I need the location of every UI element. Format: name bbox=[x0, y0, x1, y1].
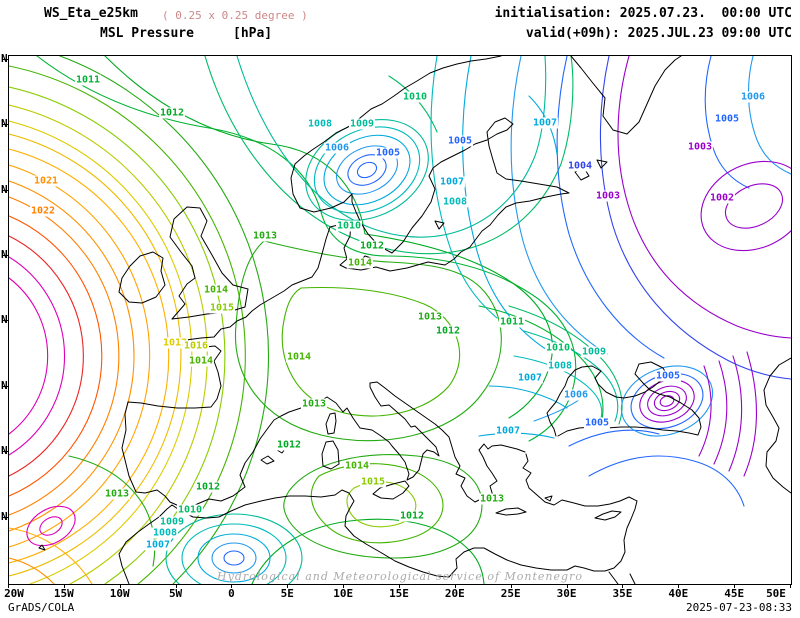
lat-tick-label: N bbox=[1, 444, 8, 457]
isobars-southwest-low bbox=[165, 513, 303, 584]
lon-tick-label: 25E bbox=[500, 587, 521, 600]
lon-tick-label: 5W bbox=[168, 587, 183, 600]
model-resolution: ( 0.25 x 0.25 degree ) bbox=[162, 9, 308, 22]
lon-tick-label: 35E bbox=[612, 587, 633, 600]
lat-tick-label: N bbox=[1, 183, 8, 196]
field-units: [hPa] bbox=[233, 26, 273, 41]
lon-tick-label: 20W bbox=[4, 587, 24, 600]
lat-tick-label: N bbox=[1, 379, 8, 392]
isobars-mediterranean bbox=[478, 305, 745, 507]
isobars-central-green bbox=[36, 56, 604, 584]
isobars-baltic-low bbox=[204, 56, 574, 255]
valid-time: valid(+09h): 2025.JUL.23 09:00 UTC bbox=[525, 26, 792, 41]
coastlines bbox=[38, 56, 791, 584]
lon-tick-label: 20E bbox=[444, 587, 465, 600]
lon-tick-label: 40E bbox=[668, 587, 689, 600]
lon-tick-label: 30E bbox=[556, 587, 577, 600]
lon-tick-label: 0 bbox=[228, 587, 235, 600]
lon-tick-label: 5E bbox=[280, 587, 294, 600]
map-canvas bbox=[9, 56, 791, 584]
lat-tick-label: N bbox=[1, 248, 8, 261]
timestamp: 2025-07-23-08:33 bbox=[686, 601, 792, 614]
init-time: initialisation: 2025.07.23. 00:00 UTC bbox=[494, 6, 792, 21]
lon-tick-label: 50E bbox=[766, 587, 786, 600]
lon-tick-label: 10W bbox=[109, 587, 130, 600]
lon-tick-label: 15E bbox=[389, 587, 409, 600]
isobars-aegean-low bbox=[620, 351, 757, 477]
lon-tick-label: 15W bbox=[53, 587, 74, 600]
isobars-east-low bbox=[430, 56, 791, 380]
field-name: MSL Pressure bbox=[100, 26, 194, 41]
lon-tick-label: 45E bbox=[724, 587, 745, 600]
lat-tick-label: N bbox=[1, 52, 8, 65]
grads-credit: GrADS/COLA bbox=[8, 601, 75, 614]
lat-tick-label: N bbox=[1, 117, 8, 130]
lat-tick-label: N bbox=[1, 313, 8, 326]
lat-tick-label: N bbox=[1, 510, 8, 523]
lon-tick-label: 10E bbox=[333, 587, 354, 600]
map-frame bbox=[8, 55, 792, 585]
model-name: WS_Eta_e25km bbox=[44, 6, 138, 21]
watermark: Hydrological and Meteorological service … bbox=[217, 570, 583, 583]
